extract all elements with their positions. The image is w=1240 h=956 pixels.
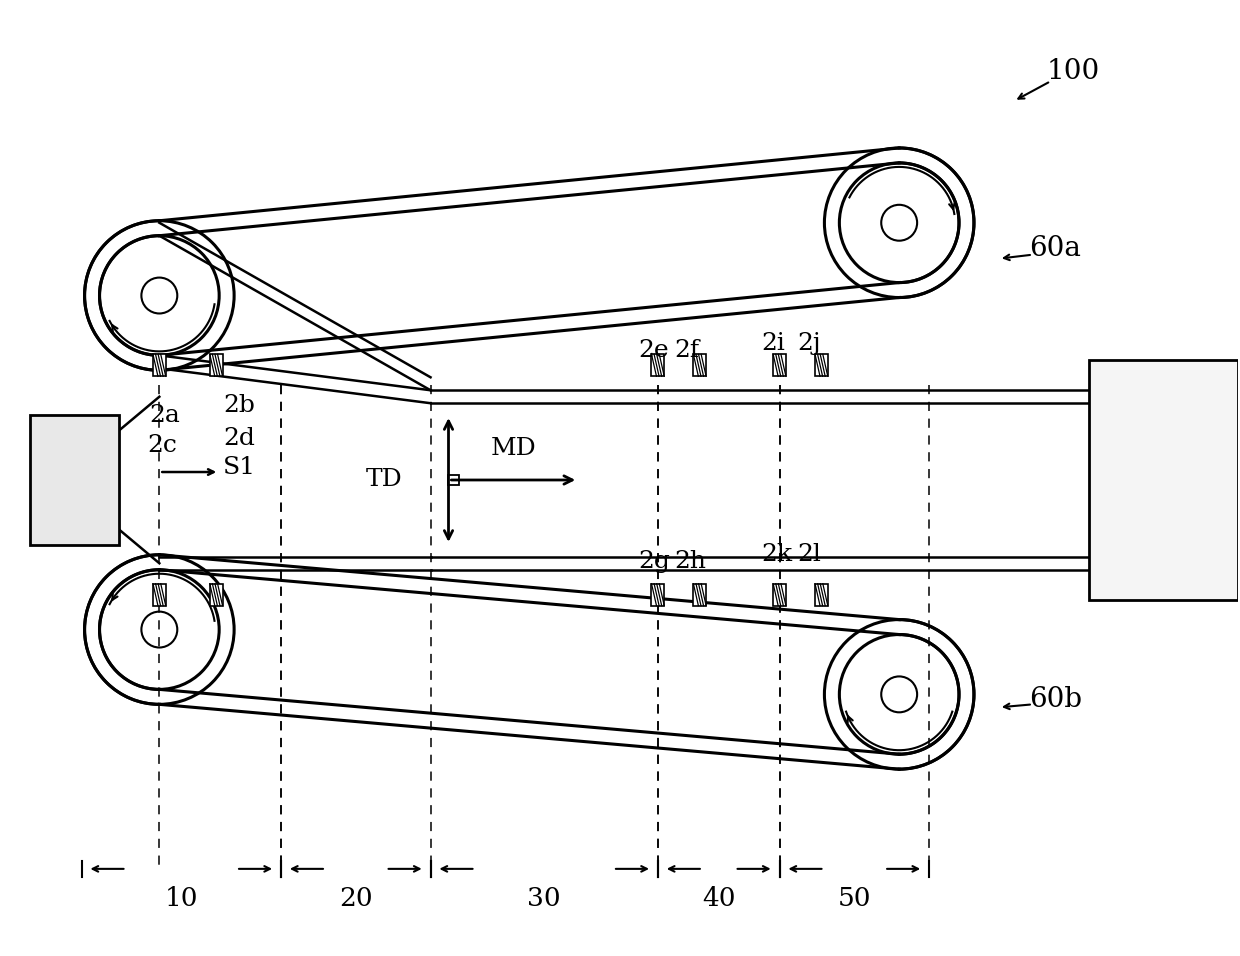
Bar — [153, 584, 166, 606]
Text: TD: TD — [366, 468, 403, 491]
Text: S1: S1 — [223, 455, 257, 479]
Text: 2c: 2c — [148, 434, 177, 457]
Bar — [153, 355, 166, 377]
Text: MD: MD — [490, 437, 536, 460]
Bar — [815, 584, 828, 606]
Bar — [30, 415, 119, 545]
Text: 2d: 2d — [223, 426, 255, 449]
Bar — [1089, 360, 1239, 599]
Text: 2f: 2f — [673, 338, 699, 362]
Bar — [693, 584, 707, 606]
Bar — [773, 355, 786, 377]
Text: 20: 20 — [339, 886, 372, 911]
Text: 2e: 2e — [637, 338, 668, 362]
Bar — [693, 355, 707, 377]
Text: 2g: 2g — [637, 551, 670, 574]
Bar — [651, 355, 665, 377]
Text: 2k: 2k — [761, 543, 792, 566]
Bar — [815, 355, 828, 377]
Text: 2i: 2i — [761, 332, 785, 355]
Text: 40: 40 — [702, 886, 735, 911]
Text: 100: 100 — [1047, 57, 1100, 85]
Text: 2j: 2j — [797, 332, 821, 355]
Text: 2l: 2l — [797, 543, 821, 566]
Bar — [773, 584, 786, 606]
Text: 60b: 60b — [1029, 685, 1081, 713]
Text: 200: 200 — [1094, 375, 1147, 402]
Text: 30: 30 — [527, 886, 560, 911]
Bar — [449, 474, 460, 486]
Bar — [210, 355, 223, 377]
Text: 2a: 2a — [149, 403, 180, 426]
Text: 2b: 2b — [223, 394, 255, 417]
Text: 2h: 2h — [673, 551, 706, 574]
Text: 50: 50 — [837, 886, 870, 911]
Bar — [651, 584, 665, 606]
Text: 60a: 60a — [1029, 235, 1081, 262]
Bar — [210, 584, 223, 606]
Text: 10: 10 — [165, 886, 198, 911]
